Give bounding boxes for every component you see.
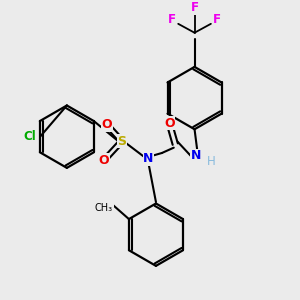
- Text: F: F: [168, 13, 176, 26]
- Text: F: F: [190, 1, 199, 14]
- Text: O: O: [102, 118, 112, 131]
- Text: H: H: [206, 155, 215, 168]
- Text: O: O: [99, 154, 109, 167]
- Text: N: N: [191, 149, 201, 163]
- Text: O: O: [164, 117, 175, 130]
- Text: S: S: [117, 135, 126, 148]
- Text: N: N: [143, 152, 154, 165]
- Text: CH₃: CH₃: [95, 203, 113, 213]
- Text: Cl: Cl: [23, 130, 36, 143]
- Text: F: F: [213, 13, 221, 26]
